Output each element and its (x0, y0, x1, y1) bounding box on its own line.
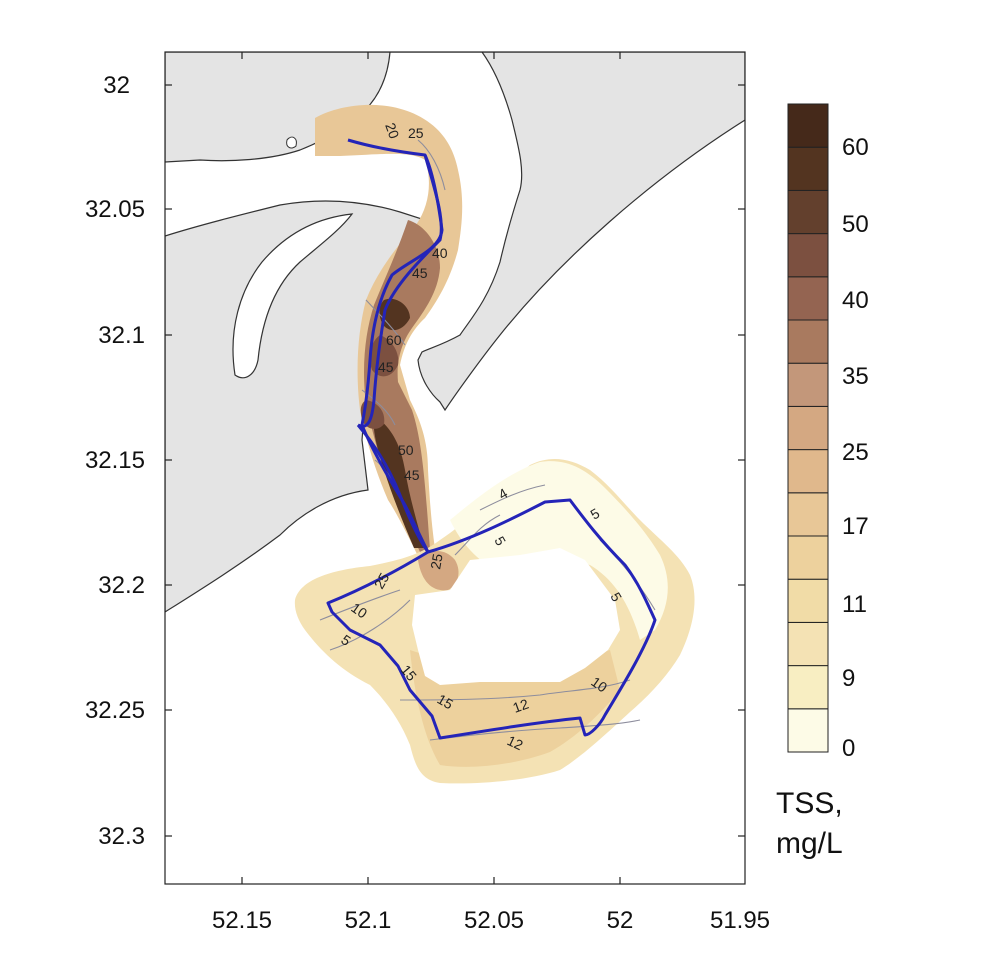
legend-title-line1: TSS, (776, 787, 843, 820)
legend-swatch (787, 362, 829, 407)
y-tick-label: 32.05 (85, 196, 145, 223)
legend-swatch (787, 103, 829, 148)
legend-swatch (787, 535, 829, 580)
contour-value-labels: 20 25 40 45 60 45 50 45 25 25 10 5 15 15… (338, 121, 625, 754)
legend-swatch (787, 405, 829, 451)
x-tick-label: 52.05 (464, 907, 524, 934)
contour-label: 25 (371, 570, 393, 592)
x-axis-tick-labels: 52.15 52.1 52.05 52 51.95 (212, 907, 770, 934)
legend-colorbar (787, 103, 829, 753)
x-tick-label: 52 (607, 907, 634, 934)
legend-swatch (787, 621, 829, 667)
legend-tick-label: 17 (842, 513, 869, 540)
y-tick-label: 32.1 (98, 322, 145, 349)
contour-label: 45 (404, 467, 420, 483)
y-tick-label: 32 (103, 72, 130, 99)
tss-field-mouth (418, 551, 459, 591)
y-axis (165, 84, 745, 837)
contour-label: 45 (378, 359, 394, 375)
legend-swatch (787, 665, 829, 710)
contour-label: 25 (427, 552, 445, 570)
lagoon (232, 213, 354, 379)
legend-tick-label: 35 (842, 363, 869, 390)
legend-tick-label: 50 (842, 211, 869, 238)
legend-swatch (787, 708, 829, 753)
x-tick-label: 51.95 (710, 907, 770, 934)
x-axis (241, 52, 621, 884)
legend-swatch (787, 449, 829, 494)
legend-swatch (787, 233, 829, 278)
legend-tick-labels: 60 50 40 35 25 17 11 9 0 (842, 134, 869, 762)
contour-label: 12 (505, 732, 526, 753)
contour-label: 25 (408, 125, 424, 141)
contour-label: 15 (435, 691, 457, 713)
y-tick-label: 32.3 (98, 823, 145, 850)
survey-track (326, 138, 657, 740)
y-axis-tick-labels: 32 32.05 32.1 32.15 32.2 32.25 32.3 (85, 72, 145, 850)
x-tick-label: 52.1 (345, 907, 392, 934)
land-north-east (390, 52, 745, 412)
y-tick-label: 32.15 (85, 447, 145, 474)
contour-label: 20 (382, 121, 402, 141)
y-tick-label: 32.2 (98, 572, 145, 599)
legend-tick-label: 60 (842, 134, 869, 161)
legend-swatch (787, 578, 829, 623)
legend-swatch (787, 189, 829, 235)
plot-frame (164, 51, 746, 885)
y-tick-label: 32.25 (85, 697, 145, 724)
legend-tick-label: 40 (842, 287, 869, 314)
legend-swatch (787, 146, 829, 191)
island (286, 136, 297, 149)
legend-swatch (787, 319, 829, 364)
contour-label: 60 (386, 332, 402, 348)
legend-tick-label: 25 (842, 439, 869, 466)
legend-swatch (787, 276, 829, 321)
legend-swatch (787, 492, 829, 537)
legend-tick-label: 11 (842, 591, 867, 618)
contour-label: 40 (432, 245, 448, 261)
legend-tick-label: 0 (842, 735, 855, 762)
contour-label: 50 (398, 442, 414, 458)
unsampled-region (412, 548, 620, 685)
legend-tick-label: 9 (842, 665, 855, 692)
x-tick-label: 52.15 (212, 907, 272, 934)
contour-label: 45 (412, 265, 428, 281)
legend-title-line2: mg/L (776, 827, 843, 860)
contour-lines (319, 139, 656, 741)
contour-label: 12 (511, 695, 531, 715)
